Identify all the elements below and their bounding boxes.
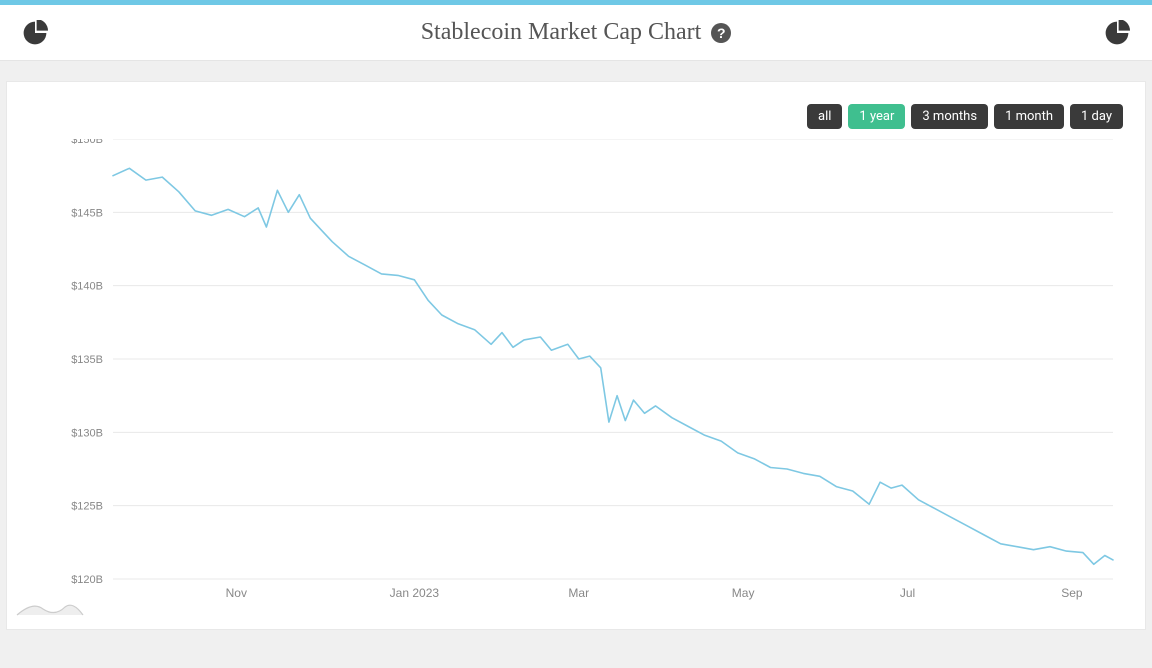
- brush-area: [17, 605, 83, 615]
- svg-text:Jul: Jul: [900, 586, 915, 600]
- svg-text:$145B: $145B: [71, 207, 103, 219]
- range-btn-1-month[interactable]: 1 month: [994, 104, 1064, 129]
- range-btn-1-day[interactable]: 1 day: [1070, 104, 1123, 129]
- chart-area[interactable]: $120B $125B $130B $135B $140B $145B $150B Nov J…: [23, 139, 1123, 619]
- svg-text:May: May: [732, 586, 755, 600]
- svg-text:Sep: Sep: [1061, 586, 1083, 600]
- pie-slice-wedge: [1119, 20, 1130, 31]
- line-chart-svg: $120B $125B $130B $135B $140B $145B $150B Nov J…: [23, 139, 1119, 609]
- svg-text:Nov: Nov: [226, 586, 247, 600]
- chart-title: Stablecoin Market Cap Chart: [421, 19, 702, 46]
- x-labels-group: Nov Jan 2023 Mar May Jul Sep: [226, 586, 1083, 600]
- grid-group: [113, 139, 1113, 579]
- svg-text:$135B: $135B: [71, 354, 103, 366]
- pie-slice-wedge: [37, 20, 48, 31]
- svg-text:Mar: Mar: [568, 586, 589, 600]
- help-icon[interactable]: ?: [711, 23, 731, 43]
- chart-title-group: Stablecoin Market Cap Chart ?: [421, 19, 732, 46]
- svg-text:$130B: $130B: [71, 427, 103, 439]
- svg-text:$125B: $125B: [71, 501, 103, 513]
- svg-text:Jan 2023: Jan 2023: [390, 586, 440, 600]
- svg-text:$150B: $150B: [71, 139, 103, 146]
- svg-text:$140B: $140B: [71, 281, 103, 293]
- range-btn-3-months[interactable]: 3 months: [911, 104, 988, 129]
- chart-header: Stablecoin Market Cap Chart ?: [0, 5, 1152, 61]
- chart-card: all1 year3 months1 month1 day $120B $125B…: [6, 81, 1146, 630]
- pie-chart-icon-left[interactable]: [22, 20, 48, 46]
- pie-chart-icon-right[interactable]: [1104, 20, 1130, 46]
- range-selector: all1 year3 months1 month1 day: [23, 104, 1123, 129]
- range-btn-1-year[interactable]: 1 year: [848, 104, 905, 129]
- y-labels-group: $120B $125B $130B $135B $140B $145B $150B: [71, 139, 103, 586]
- range-btn-all[interactable]: all: [807, 104, 842, 129]
- svg-text:$120B: $120B: [71, 574, 103, 586]
- brush-preview-icon[interactable]: [15, 597, 85, 623]
- market-cap-line: [113, 168, 1113, 564]
